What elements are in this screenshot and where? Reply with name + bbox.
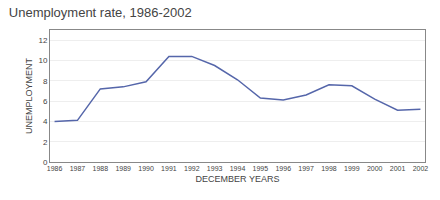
svg-text:1993: 1993: [207, 165, 223, 172]
svg-text:0: 0: [43, 158, 48, 167]
svg-text:2001: 2001: [390, 165, 406, 172]
svg-text:1987: 1987: [70, 165, 86, 172]
svg-text:1999: 1999: [344, 165, 360, 172]
svg-text:8: 8: [43, 77, 48, 86]
svg-text:6: 6: [43, 97, 48, 106]
svg-text:1991: 1991: [161, 165, 177, 172]
svg-text:1988: 1988: [93, 165, 109, 172]
svg-text:1994: 1994: [230, 165, 246, 172]
svg-text:2000: 2000: [367, 165, 383, 172]
svg-text:1990: 1990: [138, 165, 154, 172]
svg-text:2: 2: [43, 137, 48, 146]
svg-text:1997: 1997: [298, 165, 314, 172]
svg-text:1996: 1996: [275, 165, 291, 172]
svg-text:Unemployment rate, 1986-2002: Unemployment rate, 1986-2002: [9, 5, 192, 20]
svg-text:1995: 1995: [253, 165, 269, 172]
svg-text:4: 4: [43, 117, 48, 126]
svg-text:1992: 1992: [184, 165, 200, 172]
svg-text:1989: 1989: [115, 165, 131, 172]
svg-text:2002: 2002: [413, 165, 429, 172]
svg-text:DECEMBER YEARS: DECEMBER YEARS: [196, 174, 280, 184]
svg-text:1986: 1986: [47, 165, 63, 172]
svg-text:UNEMPLOYMENT: UNEMPLOYMENT: [24, 57, 34, 134]
svg-text:1998: 1998: [321, 165, 337, 172]
svg-text:12: 12: [38, 36, 47, 45]
svg-text:10: 10: [38, 56, 47, 65]
